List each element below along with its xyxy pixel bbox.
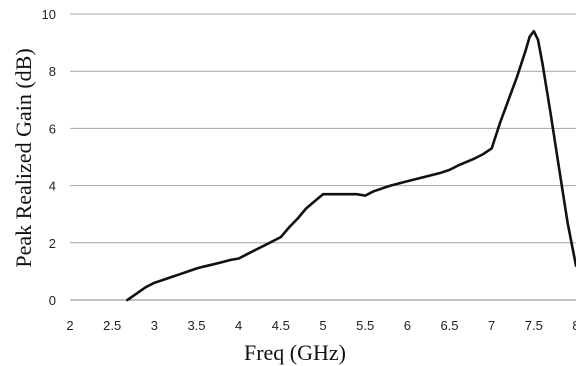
grid-lines: [70, 13, 576, 301]
x-axis-title: Freq (GHz): [244, 340, 346, 365]
y-tick-10: 10: [42, 7, 56, 22]
x-tick-5: 5: [319, 318, 326, 333]
y-axis-title: Peak Realized Gain (dB): [11, 48, 36, 267]
series-line: [126, 29, 576, 302]
x-tick-2.5: 2.5: [103, 318, 121, 333]
y-tick-8: 8: [49, 64, 56, 79]
y-tick-6: 6: [49, 121, 56, 136]
x-tick-8: 8: [572, 318, 576, 333]
x-tick-6.5: 6.5: [440, 318, 458, 333]
x-tick-4.5: 4.5: [272, 318, 290, 333]
x-tick-4: 4: [235, 318, 242, 333]
x-tick-7.5: 7.5: [525, 318, 543, 333]
x-tick-2: 2: [66, 318, 73, 333]
y-tick-0: 0: [49, 293, 56, 308]
x-tick-6: 6: [404, 318, 411, 333]
x-tick-5.5: 5.5: [356, 318, 374, 333]
x-tick-7: 7: [488, 318, 495, 333]
x-tick-labels: 2 2.5 3 3.5 4 4.5 5 5.5 6 6.5 7 7.5 8: [66, 318, 576, 333]
x-tick-3: 3: [151, 318, 158, 333]
y-tick-4: 4: [49, 179, 56, 194]
x-tick-3.5: 3.5: [187, 318, 205, 333]
y-tick-labels: 0 2 4 6 8 10: [42, 7, 56, 308]
y-tick-2: 2: [49, 236, 56, 251]
gain-curve: [126, 29, 576, 302]
